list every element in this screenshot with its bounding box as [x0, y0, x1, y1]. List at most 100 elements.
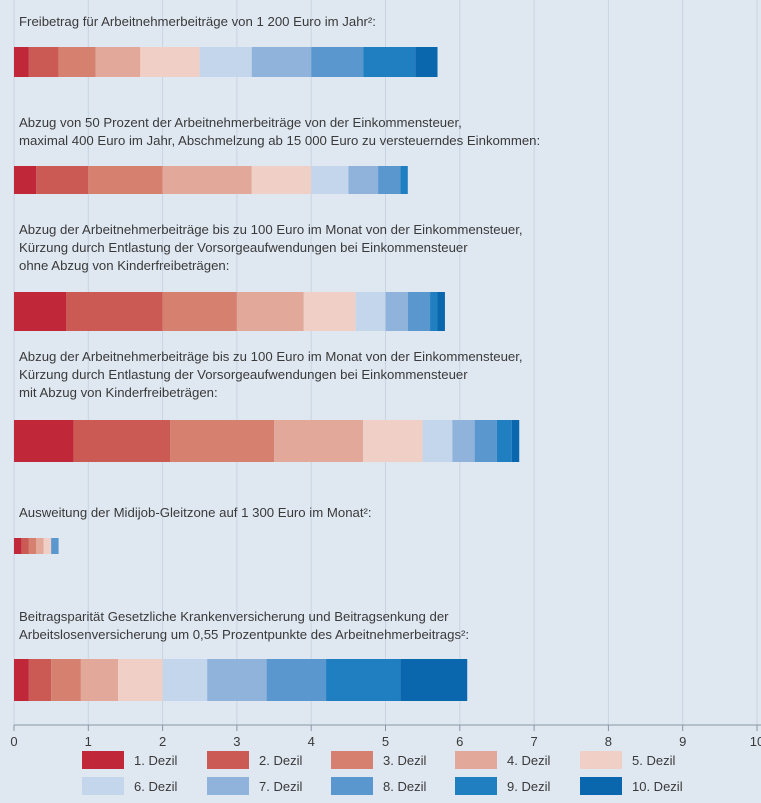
bar-segment: [266, 659, 327, 701]
legend-swatch: [331, 751, 373, 769]
bar-segment: [36, 538, 44, 554]
bar-segment: [378, 166, 401, 194]
bar-segment: [251, 166, 312, 194]
bar-segment: [496, 420, 512, 462]
x-tick-label: 7: [530, 734, 537, 749]
x-tick-label: 2: [159, 734, 166, 749]
bar-label-line: Freibetrag für Arbeitnehmerbeiträge von …: [19, 14, 376, 29]
bar-segment: [58, 47, 96, 77]
bars: [14, 47, 520, 701]
legend-label: 1. Dezil: [134, 753, 177, 768]
bar-segment: [274, 420, 364, 462]
bar-segment: [21, 538, 29, 554]
bar-segment: [14, 659, 29, 701]
x-tick-label: 3: [233, 734, 240, 749]
legend-label: 2. Dezil: [259, 753, 302, 768]
bar-segment: [95, 47, 141, 77]
bar-segment: [28, 659, 52, 701]
bar-segment: [28, 47, 59, 77]
bar-label-line: Abzug von 50 Prozent der Arbeitnehmerbei…: [19, 115, 462, 130]
bar-segment: [162, 659, 208, 701]
bar-segment: [140, 47, 200, 77]
bar-segment: [407, 292, 431, 331]
legend-label: 4. Dezil: [507, 753, 550, 768]
legend-swatch: [207, 777, 249, 795]
legend-label: 10. Dezil: [632, 779, 683, 794]
bar-label-line: maximal 400 Euro im Jahr, Abschmelzung a…: [19, 133, 540, 148]
bar-segment: [400, 166, 408, 194]
bar-segment: [348, 166, 379, 194]
legend-label: 9. Dezil: [507, 779, 550, 794]
bar-segment: [385, 292, 408, 331]
bar-label-line: Kürzung durch Entlastung der Vorsorgeauf…: [19, 240, 468, 255]
bar-segment: [43, 538, 52, 554]
bar-label-line: Arbeitslosenversicherung um 0,55 Prozent…: [19, 627, 469, 642]
bar-segment: [415, 47, 438, 77]
bar-segment: [207, 659, 267, 701]
bar-segment: [355, 292, 386, 331]
bar-label-line: mit Abzug von Kinderfreibeträgen:: [19, 385, 218, 400]
legend-label: 7. Dezil: [259, 779, 302, 794]
bar-segment: [36, 166, 89, 194]
legend-label: 6. Dezil: [134, 779, 177, 794]
bar-segment: [162, 292, 237, 331]
x-tick-label: 8: [605, 734, 612, 749]
bar-segment: [51, 659, 81, 701]
bar-segment: [118, 659, 163, 701]
bar-label-line: Beitragsparität Gesetzliche Krankenversi…: [19, 609, 449, 624]
bar-segment: [66, 292, 163, 331]
bar-label-line: Ausweitung der Midijob-Gleitzone auf 1 3…: [19, 505, 372, 520]
legend-label: 5. Dezil: [632, 753, 675, 768]
legend-swatch: [331, 777, 373, 795]
bar-segment: [162, 166, 252, 194]
bar-segment: [474, 420, 497, 462]
legend-swatch: [580, 777, 622, 795]
x-tick-label: 4: [308, 734, 315, 749]
bar-segment: [28, 538, 37, 554]
bar-segment: [88, 166, 163, 194]
bar-label-line: Abzug der Arbeitnehmerbeiträge bis zu 10…: [19, 222, 523, 237]
bar-segment: [452, 420, 475, 462]
bar-segment: [14, 538, 22, 554]
x-tick-label: 9: [679, 734, 686, 749]
bar-segment: [511, 420, 520, 462]
x-tick-label: 0: [10, 734, 17, 749]
legend-swatch: [455, 777, 497, 795]
x-tick-label: 10: [750, 734, 761, 749]
legend: 1. Dezil 2. Dezil 3. Dezil 4. Dezil 5. Dezil…: [82, 751, 683, 795]
bar-segment: [51, 538, 59, 554]
bar-label-line: Kürzung durch Entlastung der Vorsorgeauf…: [19, 367, 468, 382]
bar-label-line: ohne Abzug von Kinderfreibeträgen:: [19, 258, 229, 273]
bar-segment: [251, 47, 312, 77]
legend-swatch: [82, 751, 124, 769]
x-tick-label: 1: [85, 734, 92, 749]
legend-swatch: [207, 751, 249, 769]
bar-segment: [303, 292, 356, 331]
x-axis: 0 1 2 3 4 5 6 7 8 9 10: [10, 724, 761, 749]
bar-segment: [14, 420, 74, 462]
bar-segment: [14, 166, 37, 194]
bar-segment: [14, 292, 67, 331]
bar-segment: [236, 292, 304, 331]
bar-segment: [170, 420, 275, 462]
grid-lines: [13, 0, 758, 725]
bar-segment: [326, 659, 401, 701]
legend-swatch: [455, 751, 497, 769]
legend-label: 8. Dezil: [383, 779, 426, 794]
bar-segment: [437, 292, 445, 331]
bar-segment: [363, 420, 423, 462]
bar-labels: Freibetrag für Arbeitnehmerbeiträge von …: [19, 14, 540, 642]
bar-segment: [14, 47, 29, 77]
x-tick-label: 5: [382, 734, 389, 749]
bar-segment: [80, 659, 119, 701]
bar-segment: [400, 659, 468, 701]
bar-segment: [199, 47, 252, 77]
bar-segment: [430, 292, 438, 331]
bar-segment: [73, 420, 171, 462]
bar-segment: [311, 166, 349, 194]
legend-swatch: [82, 777, 124, 795]
bar-segment: [311, 47, 364, 77]
legend-label: 3. Dezil: [383, 753, 426, 768]
legend-swatch: [580, 751, 622, 769]
